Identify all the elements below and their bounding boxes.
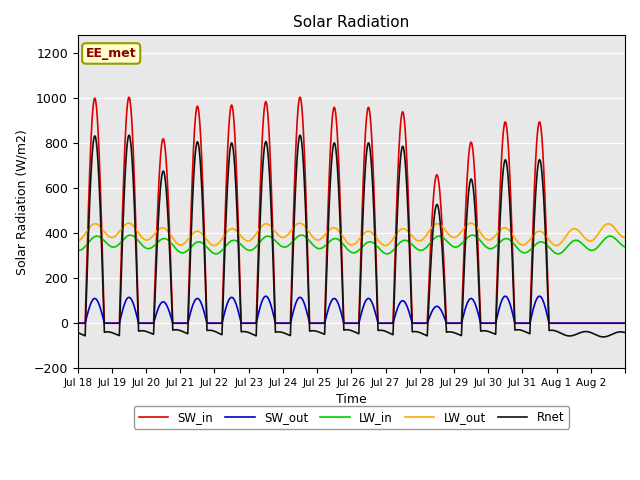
SW_out bbox=[327, 300, 335, 305]
Rnet bbox=[337, 243, 345, 249]
LW_in bbox=[561, 247, 568, 252]
SW_out bbox=[262, 293, 269, 299]
Rnet bbox=[561, 332, 568, 338]
Line: LW_in: LW_in bbox=[77, 235, 625, 254]
Rnet bbox=[327, 173, 335, 179]
LW_out bbox=[74, 238, 81, 244]
LW_out bbox=[159, 225, 167, 231]
Legend: SW_in, SW_out, LW_in, LW_out, Rnet: SW_in, SW_out, LW_in, LW_out, Rnet bbox=[134, 407, 569, 429]
SW_out bbox=[621, 320, 628, 326]
Line: Rnet: Rnet bbox=[77, 135, 625, 337]
LW_out bbox=[211, 243, 218, 249]
LW_in bbox=[159, 236, 167, 241]
Rnet bbox=[614, 329, 622, 335]
Line: SW_out: SW_out bbox=[77, 296, 625, 323]
SW_out bbox=[481, 320, 488, 326]
Rnet bbox=[621, 330, 628, 336]
Y-axis label: Solar Radiation (W/m2): Solar Radiation (W/m2) bbox=[15, 129, 28, 275]
SW_out bbox=[561, 320, 568, 326]
LW_out bbox=[327, 226, 335, 232]
SW_in bbox=[481, 320, 488, 326]
SW_in bbox=[74, 320, 81, 326]
SW_in bbox=[160, 136, 168, 142]
LW_in bbox=[337, 239, 345, 245]
SW_in bbox=[337, 224, 345, 230]
SW_in bbox=[614, 320, 621, 326]
LW_in bbox=[481, 242, 488, 248]
Text: EE_met: EE_met bbox=[86, 47, 136, 60]
SW_in bbox=[561, 320, 568, 326]
SW_in bbox=[621, 320, 628, 326]
LW_out bbox=[614, 230, 622, 236]
X-axis label: Time: Time bbox=[336, 394, 367, 407]
SW_in bbox=[327, 140, 335, 146]
SW_out bbox=[74, 320, 81, 326]
Rnet bbox=[74, 330, 81, 336]
SW_in bbox=[125, 94, 133, 100]
SW_out bbox=[337, 309, 345, 315]
LW_out bbox=[337, 231, 345, 237]
LW_in bbox=[212, 251, 220, 257]
LW_in bbox=[327, 238, 335, 243]
Line: LW_out: LW_out bbox=[77, 223, 625, 246]
LW_out bbox=[467, 220, 474, 226]
Title: Solar Radiation: Solar Radiation bbox=[293, 15, 410, 30]
LW_in bbox=[74, 247, 81, 253]
LW_in bbox=[614, 239, 622, 244]
LW_in bbox=[468, 232, 476, 238]
LW_in bbox=[621, 244, 628, 250]
SW_out bbox=[159, 299, 167, 305]
Rnet bbox=[481, 328, 488, 334]
Rnet bbox=[160, 168, 168, 174]
LW_out bbox=[621, 235, 628, 240]
Line: SW_in: SW_in bbox=[77, 97, 625, 323]
Rnet bbox=[600, 334, 607, 340]
Rnet bbox=[125, 132, 133, 138]
LW_out bbox=[481, 235, 488, 241]
SW_out bbox=[614, 320, 621, 326]
LW_out bbox=[561, 235, 568, 240]
